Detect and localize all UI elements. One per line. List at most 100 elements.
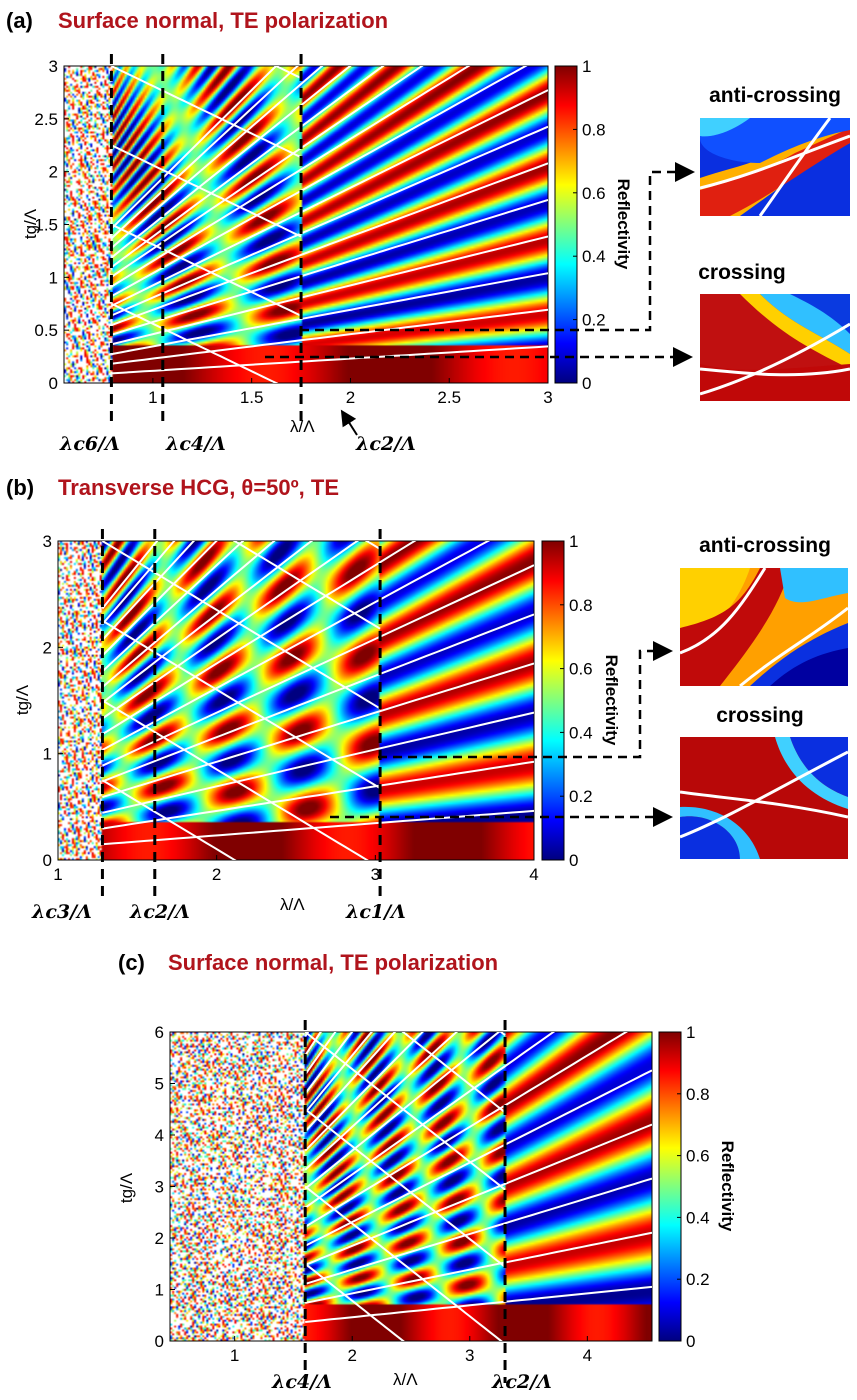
mode-line bbox=[111, 198, 548, 336]
mode-line bbox=[305, 1231, 652, 1304]
colorbar-tick-label: 0.4 bbox=[686, 1208, 710, 1227]
cutoff-label-b-c3: λc3/Λ bbox=[31, 901, 92, 923]
mode-line bbox=[304, 1263, 405, 1341]
mode-line bbox=[304, 1123, 652, 1266]
cutoff-lines-a bbox=[109, 54, 303, 425]
colorbar-tick-label: 0 bbox=[569, 851, 578, 870]
colorbar-ticks-b: 0 0.2 0.4 0.6 0.8 1 bbox=[560, 532, 593, 870]
mode-line bbox=[304, 1032, 458, 1171]
inset-title-b-crossing: crossing bbox=[716, 704, 804, 727]
inset-title-a-crossing: crossing bbox=[698, 261, 786, 284]
mode-line bbox=[101, 541, 381, 710]
ylabel-b: tg/Λ bbox=[13, 684, 32, 715]
mode-line bbox=[102, 711, 534, 814]
colorbar-ticks-c: 0 0.2 0.4 0.6 0.8 1 bbox=[677, 1023, 710, 1351]
colorbar-tick-label: 0 bbox=[582, 374, 591, 393]
leader-lines-a bbox=[265, 162, 695, 367]
plot-frame-b bbox=[57, 540, 535, 861]
colorbar-tick-label: 0.2 bbox=[569, 787, 593, 806]
mode-line bbox=[110, 66, 302, 159]
mode-line bbox=[101, 699, 369, 860]
mode-line bbox=[101, 564, 534, 767]
inset-a-crossing bbox=[700, 294, 850, 401]
y-tick-label: 2 bbox=[43, 638, 52, 657]
mode-line bbox=[101, 779, 237, 860]
x-tick-label: 3 bbox=[371, 865, 380, 884]
heatmap-c bbox=[170, 1032, 652, 1341]
mode-line bbox=[304, 1032, 556, 1209]
x-tick-label: 1 bbox=[230, 1346, 239, 1365]
colorbar-tick-label: 0.8 bbox=[686, 1085, 710, 1104]
cutoff-label-b-c2: λc2/Λ bbox=[129, 901, 190, 923]
colorbar-tick-label: 1 bbox=[569, 532, 578, 551]
x-tick-label: 2 bbox=[347, 1346, 356, 1365]
inset-title-b-anticrossing: anti-crossing bbox=[699, 534, 831, 557]
mode-line bbox=[304, 1032, 424, 1152]
panel-a-letter: (a) bbox=[6, 8, 33, 33]
y-tick-label: 0 bbox=[49, 374, 58, 393]
colorbar-tick-label: 0 bbox=[686, 1332, 695, 1351]
mode-line bbox=[305, 1285, 652, 1323]
mode-line bbox=[102, 662, 534, 799]
colorbar-ticks-a: 0 0.2 0.4 0.6 0.8 1 bbox=[573, 57, 606, 393]
inset-b-crossing bbox=[680, 737, 848, 859]
colorbar-tick-label: 0.6 bbox=[686, 1147, 710, 1166]
mode-lines-2 bbox=[304, 1032, 652, 1341]
arrow-c2-a bbox=[340, 409, 358, 436]
colorbar-label-b: Reflectivity bbox=[602, 655, 621, 746]
cutoff-label-b-c1: λc1/Λ bbox=[345, 901, 406, 923]
cutoff-label-c-c4: λc4/Λ bbox=[271, 1371, 332, 1393]
mode-line bbox=[110, 66, 471, 288]
mode-line bbox=[304, 1185, 503, 1341]
mode-line bbox=[101, 619, 381, 790]
inset-title-a-anticrossing: anti-crossing bbox=[709, 84, 841, 107]
panel-c-letter: (c) bbox=[118, 950, 145, 975]
mode-line bbox=[101, 541, 218, 657]
mode-line bbox=[101, 541, 196, 641]
x-tick-label: 1 bbox=[148, 388, 157, 407]
mode-line bbox=[102, 613, 534, 783]
mode-line bbox=[232, 541, 381, 630]
axes-c: 1 2 3 4 0 1 2 3 4 5 6 bbox=[155, 1023, 652, 1365]
panel-a: (a) Surface normal, TE polarization 1 1.5… bbox=[6, 8, 850, 455]
x-tick-label: 2.5 bbox=[437, 388, 461, 407]
mode-line bbox=[111, 235, 548, 346]
panel-b-title: Transverse HCG, θ=50º, TE bbox=[58, 475, 339, 500]
y-tick-label: 6 bbox=[155, 1023, 164, 1042]
y-tick-label: 0 bbox=[43, 851, 52, 870]
mode-line bbox=[304, 1177, 652, 1285]
colorbar-b bbox=[541, 540, 565, 861]
ylabel-a: tg/Λ bbox=[21, 208, 40, 239]
mode-line bbox=[101, 541, 314, 704]
cutoff-label-a-c2: λc2/Λ bbox=[355, 433, 416, 455]
mode-line bbox=[111, 125, 548, 317]
y-tick-label: 1 bbox=[49, 268, 58, 287]
ylabel-c: tg/Λ bbox=[117, 1172, 136, 1203]
axes-a: 1 1.5 2 2.5 3 0 0.5 1 1.5 2 2.5 3 bbox=[34, 57, 552, 407]
mode-lines-1 bbox=[101, 541, 534, 860]
heatmap-b bbox=[58, 541, 534, 860]
inset-a-anticrossing bbox=[700, 118, 850, 216]
y-tick-label: 2 bbox=[49, 163, 58, 182]
colorbar-tick-label: 0.8 bbox=[569, 596, 593, 615]
cutoff-label-a-c6: λc6/Λ bbox=[59, 433, 120, 455]
xlabel-c: λ/Λ bbox=[393, 1370, 418, 1389]
y-tick-label: 2 bbox=[155, 1229, 164, 1248]
mode-line bbox=[111, 272, 548, 356]
colorbar-tick-label: 0.2 bbox=[582, 311, 606, 330]
mode-line bbox=[101, 541, 359, 720]
y-tick-label: 2.5 bbox=[34, 110, 58, 129]
cutoff-label-a-c4: λc4/Λ bbox=[165, 433, 226, 455]
mode-line bbox=[110, 66, 385, 269]
y-tick-label: 4 bbox=[155, 1126, 164, 1145]
mode-line bbox=[304, 1032, 397, 1133]
mode-line bbox=[101, 541, 491, 751]
y-tick-label: 3 bbox=[49, 57, 58, 76]
cutoff-lines-b bbox=[100, 529, 382, 902]
mode-lines-0 bbox=[110, 66, 548, 383]
x-tick-label: 3 bbox=[465, 1346, 474, 1365]
mode-line bbox=[304, 1032, 501, 1190]
mode-line bbox=[110, 66, 352, 259]
